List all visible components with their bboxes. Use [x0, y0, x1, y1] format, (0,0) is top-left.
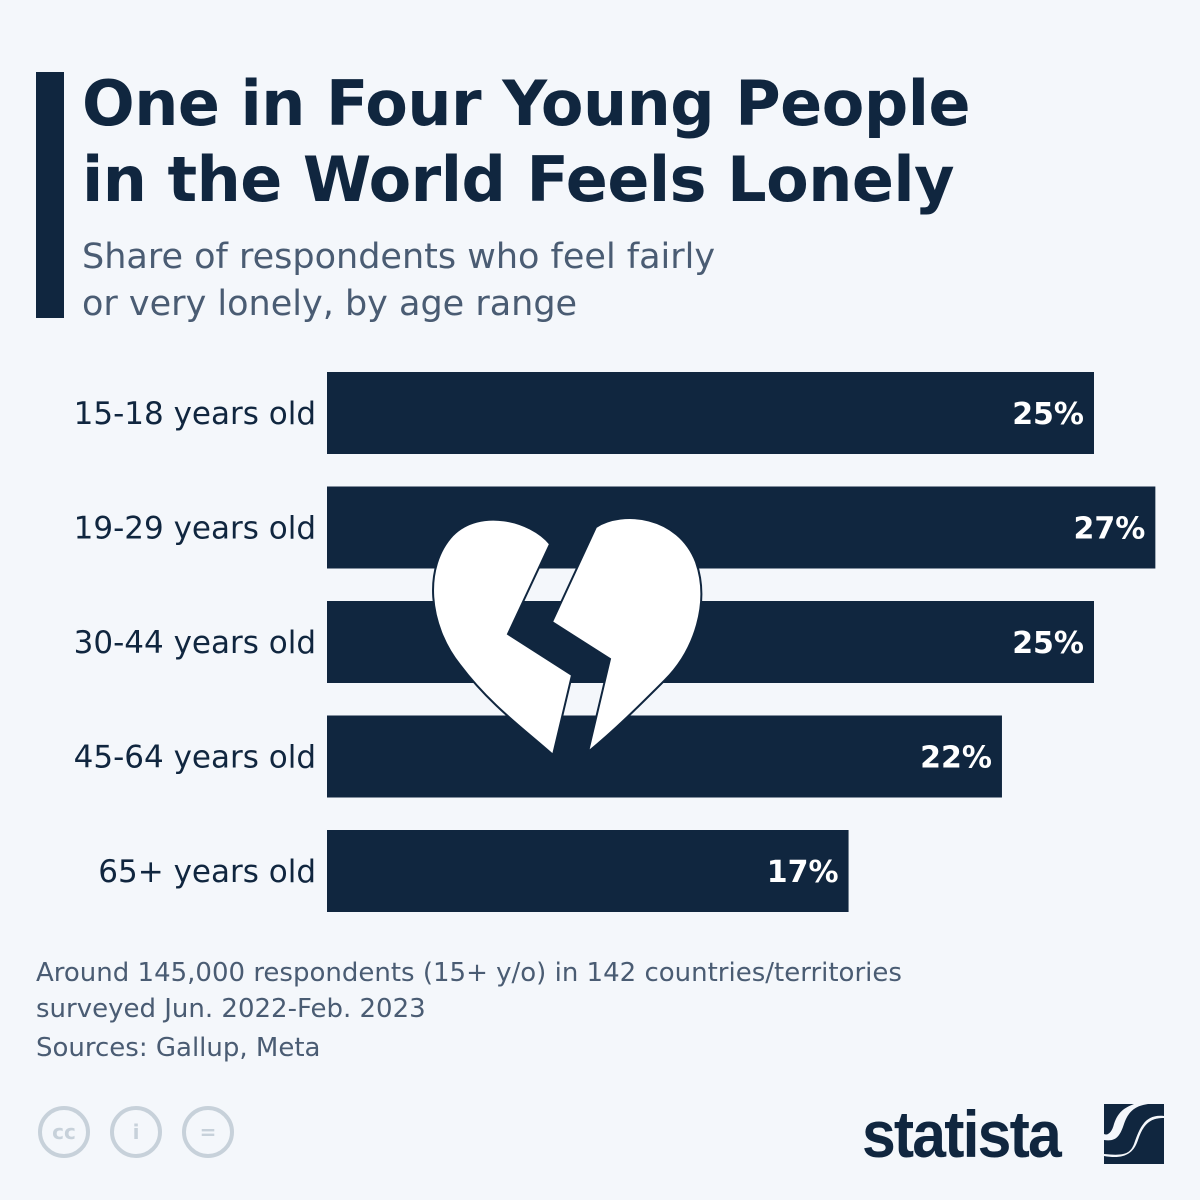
survey-note: Around 145,000 respondents (15+ y/o) in …: [36, 955, 902, 1027]
statista-logo-mark-icon: [1104, 1104, 1164, 1164]
broken-heart-icon: [432, 517, 703, 757]
category-label: 15-18 years old: [74, 396, 316, 432]
cc-glyph: cc: [52, 1120, 76, 1144]
category-label: 30-44 years old: [74, 625, 316, 661]
value-label: 22%: [920, 741, 992, 776]
category-label: 19-29 years old: [74, 511, 316, 547]
value-label: 25%: [1012, 626, 1084, 661]
bar: [327, 715, 1002, 798]
page-title: One in Four Young People in the World Fee…: [82, 66, 971, 218]
bar: [327, 372, 1094, 454]
bar: [327, 830, 849, 912]
attribution-icon[interactable]: i: [110, 1106, 162, 1158]
title-line-1: One in Four Young People: [82, 67, 971, 140]
no-derivatives-icon[interactable]: =: [182, 1106, 234, 1158]
subtitle-line-2: or very lonely, by age range: [82, 284, 578, 324]
value-label: 17%: [767, 855, 839, 890]
attribution-glyph: i: [132, 1120, 140, 1144]
title-accent-bar: [36, 72, 64, 318]
cc-icon[interactable]: cc: [38, 1106, 90, 1158]
subtitle-line-1: Share of respondents who feel fairly: [82, 237, 716, 277]
category-label: 45-64 years old: [74, 740, 316, 776]
value-label: 25%: [1012, 397, 1084, 432]
no-derivatives-glyph: =: [199, 1120, 217, 1144]
category-label: 65+ years old: [98, 854, 316, 890]
note-line-2: surveyed Jun. 2022-Feb. 2023: [36, 994, 426, 1024]
subtitle: Share of respondents who feel fairly or v…: [82, 234, 715, 328]
sources: Sources: Gallup, Meta: [36, 1033, 321, 1063]
note-line-1: Around 145,000 respondents (15+ y/o) in …: [36, 958, 902, 988]
statista-logo[interactable]: statista: [862, 1097, 1062, 1171]
value-label: 27%: [1074, 512, 1146, 547]
title-line-2: in the World Feels Lonely: [82, 143, 955, 216]
